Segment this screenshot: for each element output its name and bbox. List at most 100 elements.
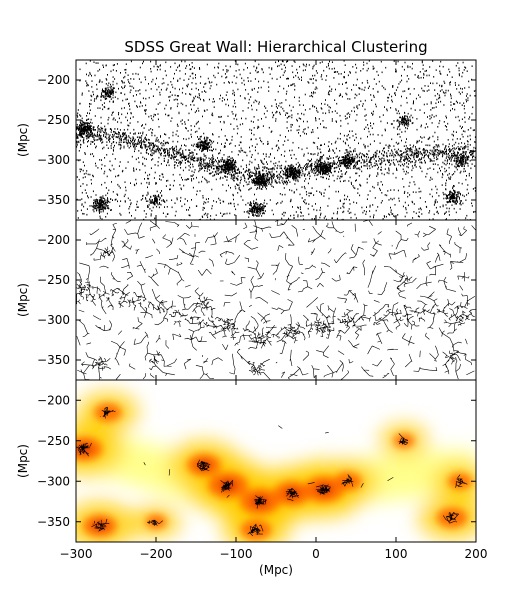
galaxy-point [303, 113, 305, 116]
galaxy-point [233, 173, 235, 176]
galaxy-point [222, 165, 224, 167]
galaxy-point [143, 143, 145, 146]
galaxy-point [450, 101, 452, 103]
galaxy-point [140, 145, 142, 148]
galaxy-point [356, 78, 358, 81]
galaxy-point [310, 164, 312, 166]
galaxy-point [113, 90, 115, 93]
galaxy-point [150, 60, 152, 63]
galaxy-point [134, 148, 136, 150]
galaxy-point [419, 96, 421, 98]
galaxy-point [423, 74, 425, 76]
galaxy-point [209, 165, 211, 168]
galaxy-point [393, 215, 395, 217]
galaxy-point [137, 157, 139, 159]
galaxy-point [403, 192, 405, 194]
galaxy-point [185, 138, 187, 141]
galaxy-point [463, 151, 464, 153]
galaxy-point [343, 210, 345, 213]
galaxy-point [127, 141, 129, 143]
galaxy-point [160, 179, 162, 181]
galaxy-point [291, 116, 293, 119]
galaxy-point [399, 81, 401, 83]
galaxy-point [160, 136, 161, 138]
galaxy-point [255, 138, 257, 140]
galaxy-point [309, 95, 311, 97]
galaxy-point [171, 154, 172, 157]
galaxy-point [462, 136, 464, 138]
galaxy-point [147, 191, 149, 194]
galaxy-point [347, 122, 349, 125]
galaxy-point [258, 174, 260, 176]
galaxy-point [163, 140, 165, 142]
galaxy-point [90, 179, 92, 181]
galaxy-point [464, 87, 466, 89]
galaxy-point [256, 66, 258, 69]
galaxy-point [364, 145, 366, 147]
galaxy-point [290, 109, 292, 112]
galaxy-point [114, 158, 116, 160]
galaxy-point [115, 70, 117, 72]
galaxy-point [376, 149, 378, 152]
galaxy-point [421, 154, 423, 156]
galaxy-point [255, 175, 257, 178]
galaxy-point [448, 207, 450, 210]
galaxy-point [471, 163, 473, 165]
galaxy-point [455, 100, 457, 103]
galaxy-point [234, 165, 236, 167]
galaxy-point [158, 86, 160, 88]
galaxy-point [94, 135, 96, 137]
galaxy-point [425, 149, 427, 152]
galaxy-point [263, 173, 265, 175]
galaxy-point [367, 194, 369, 196]
galaxy-point [253, 179, 255, 181]
galaxy-point [256, 167, 258, 170]
galaxy-point [281, 169, 283, 172]
galaxy-point [173, 179, 175, 182]
galaxy-point [443, 162, 445, 165]
galaxy-point [88, 127, 89, 130]
galaxy-point [329, 150, 331, 152]
galaxy-point [196, 159, 198, 162]
galaxy-point [100, 140, 102, 142]
galaxy-point [203, 153, 205, 156]
galaxy-point [98, 128, 100, 130]
galaxy-point [108, 138, 110, 141]
galaxy-point [281, 164, 283, 167]
galaxy-point [258, 183, 260, 185]
galaxy-point [194, 156, 196, 159]
galaxy-point [112, 96, 114, 99]
galaxy-point [463, 148, 465, 150]
galaxy-point [255, 174, 257, 176]
galaxy-point [223, 163, 225, 166]
galaxy-point [421, 137, 423, 139]
galaxy-point [301, 79, 302, 81]
galaxy-point [166, 164, 167, 167]
galaxy-point [336, 112, 338, 114]
galaxy-point [375, 83, 377, 85]
galaxy-point [253, 181, 255, 184]
galaxy-point [262, 182, 264, 185]
galaxy-point [202, 145, 204, 147]
galaxy-point [284, 150, 286, 153]
galaxy-point [315, 169, 317, 171]
galaxy-point [450, 201, 452, 203]
galaxy-point [433, 160, 435, 162]
galaxy-point [308, 192, 310, 194]
galaxy-point [320, 206, 321, 209]
galaxy-point [454, 151, 456, 154]
galaxy-point [142, 163, 144, 166]
galaxy-point [245, 89, 247, 91]
galaxy-point [302, 69, 304, 72]
galaxy-point [199, 141, 201, 144]
galaxy-point [239, 172, 241, 174]
galaxy-point [455, 147, 457, 150]
galaxy-point [406, 158, 408, 161]
galaxy-point [207, 146, 209, 149]
galaxy-point [262, 181, 264, 183]
galaxy-point [258, 103, 260, 105]
galaxy-point [434, 94, 436, 97]
galaxy-point [181, 161, 183, 164]
galaxy-point [173, 99, 175, 101]
galaxy-point [248, 169, 249, 171]
